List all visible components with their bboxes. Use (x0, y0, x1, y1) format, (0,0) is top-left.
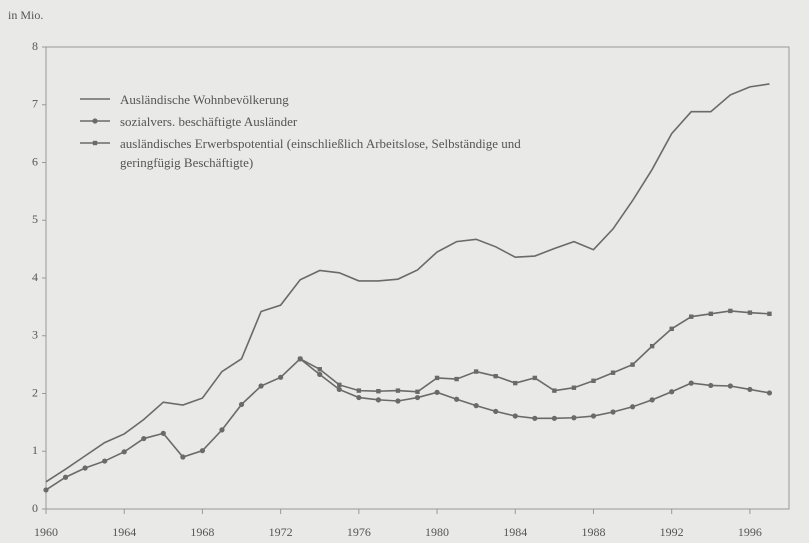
point (297, 356, 303, 362)
point (180, 454, 186, 460)
point (395, 388, 401, 393)
legend-swatch (80, 118, 110, 124)
point (454, 376, 459, 382)
point (689, 314, 694, 319)
point (728, 308, 733, 314)
y-tick-label: 2 (32, 385, 38, 399)
x-tick-label: 1972 (269, 525, 293, 539)
point (219, 427, 225, 433)
y-tick-label: 8 (32, 39, 38, 53)
point (551, 415, 557, 421)
point (493, 408, 499, 415)
point (767, 311, 772, 317)
point (727, 383, 733, 389)
legend: Ausländische Wohnbevölkerung sozialvers. … (80, 90, 550, 175)
x-tick-label: 1964 (112, 525, 136, 539)
point (62, 474, 69, 480)
legend-swatch (80, 98, 110, 100)
point (747, 310, 753, 315)
point (688, 380, 694, 386)
point (414, 394, 421, 401)
point (552, 388, 557, 393)
point (649, 397, 655, 403)
point (571, 415, 577, 421)
point (610, 370, 616, 375)
point (336, 386, 342, 393)
x-tick-label: 1984 (503, 525, 527, 539)
point (669, 389, 675, 395)
point (708, 382, 714, 389)
point (238, 401, 245, 408)
x-tick-label: 1960 (34, 525, 58, 539)
point (708, 311, 713, 317)
x-tick-label: 1988 (581, 525, 605, 539)
x-tick-label: 1992 (660, 525, 684, 539)
point (493, 373, 498, 379)
point (395, 398, 401, 404)
point (376, 388, 381, 394)
point (630, 362, 635, 367)
legend-swatch (80, 140, 110, 146)
point (317, 371, 323, 378)
legend-item: Ausländische Wohnbevölkerung (80, 90, 550, 109)
point (747, 386, 753, 393)
point (434, 375, 440, 381)
point (454, 396, 460, 402)
point (82, 465, 88, 471)
series-line (45, 357, 770, 491)
point (473, 403, 479, 409)
point (591, 378, 596, 383)
legend-item: ausländisches Erwerbspotential (einschli… (80, 134, 550, 172)
point (532, 375, 538, 381)
point (434, 389, 440, 395)
point (513, 380, 518, 386)
point (317, 367, 322, 372)
point (141, 435, 147, 442)
series-line (45, 83, 770, 483)
point (590, 413, 597, 419)
x-tick-label: 1968 (190, 525, 214, 539)
point (375, 397, 381, 403)
point (92, 140, 98, 146)
point (199, 448, 206, 454)
x-tick-label: 1996 (738, 525, 762, 539)
point (102, 458, 108, 464)
y-tick-label: 6 (32, 154, 38, 168)
point (160, 430, 166, 436)
point (356, 388, 362, 393)
point (473, 369, 479, 374)
point (43, 487, 49, 493)
point (610, 409, 616, 415)
point (258, 383, 264, 389)
x-tick-label: 1976 (347, 525, 371, 539)
point (669, 326, 674, 332)
point (92, 118, 98, 124)
point (571, 385, 577, 390)
y-tick-label: 0 (32, 501, 38, 515)
y-tick-label: 4 (32, 270, 38, 284)
y-tick-label: 3 (32, 328, 38, 342)
point (121, 449, 127, 455)
point (649, 343, 655, 349)
point (766, 390, 773, 396)
point (337, 382, 342, 388)
legend-label: ausländisches Erwerbspotential (einschli… (120, 136, 521, 170)
y-tick-label: 1 (32, 443, 38, 457)
point (629, 404, 636, 410)
y-tick-label: 7 (32, 97, 38, 111)
legend-label: sozialvers. beschäftigte Ausländer (120, 114, 298, 129)
x-tick-label: 1980 (425, 525, 449, 539)
legend-item: sozialvers. beschäftigte Ausländer (80, 112, 550, 131)
point (532, 415, 538, 421)
legend-label: Ausländische Wohnbevölkerung (120, 92, 289, 107)
point (415, 389, 420, 394)
y-axis-label: in Mio. (8, 8, 43, 22)
point (278, 374, 284, 380)
y-tick-label: 5 (32, 212, 38, 226)
point (512, 413, 518, 419)
point (356, 394, 362, 401)
